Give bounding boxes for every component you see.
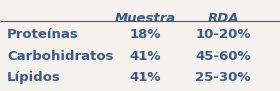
Text: 41%: 41% (130, 50, 161, 63)
Text: 45-60%: 45-60% (195, 50, 251, 63)
Text: 41%: 41% (130, 71, 161, 84)
Text: 10-20%: 10-20% (195, 28, 251, 41)
Text: Muestra: Muestra (115, 12, 176, 25)
Text: RDA: RDA (207, 12, 239, 25)
Text: Proteínas: Proteínas (7, 28, 79, 41)
Text: 18%: 18% (130, 28, 161, 41)
Text: Lípidos: Lípidos (7, 71, 61, 84)
Text: Carbohidratos: Carbohidratos (7, 50, 113, 63)
Text: 25-30%: 25-30% (195, 71, 251, 84)
